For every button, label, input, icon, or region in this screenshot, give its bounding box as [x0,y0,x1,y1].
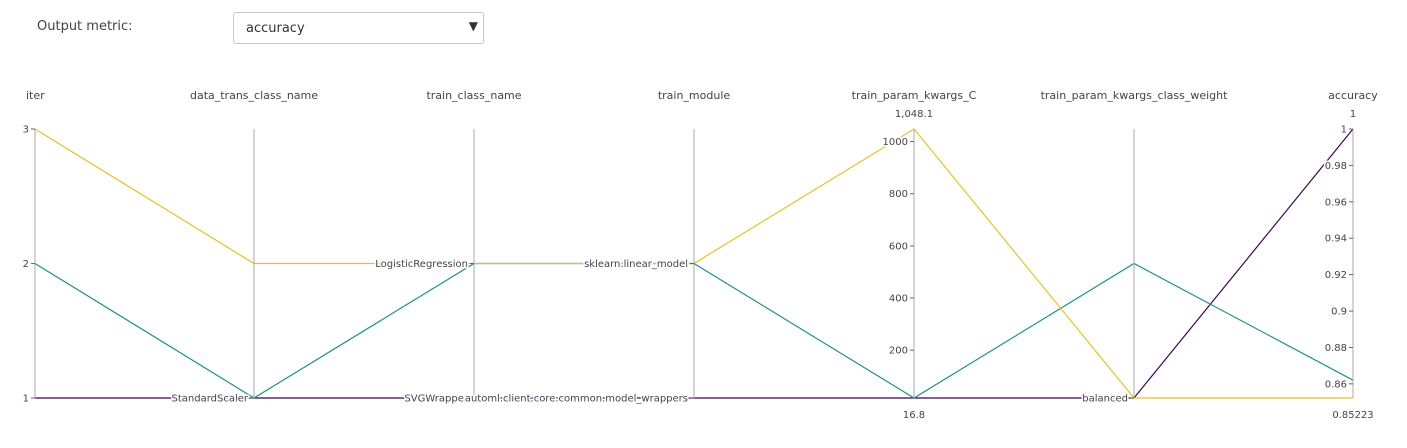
output-metric-label: Output metric: [37,19,133,34]
tick-label: 0.98 [1325,161,1347,172]
axis-min-label: 16.8 [903,410,925,421]
tick-label: StandardScaler [171,394,248,405]
axis-accuracy[interactable]: accuracy 0.86 0.88 0.9 0.92 0.94 0.96 0.98 11 0.8… [1323,89,1379,421]
axis-max-label: 1,048.1 [895,109,933,120]
tick-label: 0.9 [1331,307,1347,318]
output-metric-value: accuracy [246,21,305,36]
tick-label: 0.96 [1325,197,1347,208]
axis-train_module[interactable]: train_module automl.client.core.common.mo… [463,89,731,406]
tick-label: 1 [23,394,29,405]
axis-min-label: 0.85223 [1332,410,1373,421]
tick-label: 600 [889,241,908,252]
axis-title[interactable]: train_param_kwargs_C [852,89,977,102]
axis-title[interactable]: iter [26,89,45,102]
tick-label: 0.88 [1325,343,1347,354]
axis-title[interactable]: train_class_name [426,89,521,102]
axis-train_param_kwargs_C[interactable]: train_param_kwargs_C 200 400 600 800 1000 1,04… [852,89,977,421]
axis-train_class_name[interactable]: train_class_name SVGWrapper LogisticRegres… [374,89,522,406]
axis-title[interactable]: train_module [658,89,731,102]
axis-train_param_kwargs_class_weight[interactable]: train_param_kwargs_class_weight balanced [1041,89,1229,406]
axis-iter[interactable]: iter 1 2 3 [21,89,46,406]
tick-label: LogisticRegression [375,259,468,270]
tick-label: 0.92 [1325,270,1347,281]
tick-label: SVGWrapper [404,394,468,405]
tick-label: automl.client.core.common.model_wrappers [465,394,688,405]
tick-label: sklearn.linear_model [584,259,688,270]
axis-max-label: 1 [1350,109,1356,120]
tick-label: 2 [23,259,29,270]
chevron-down-icon: ▼ [468,19,478,33]
axis-title[interactable]: data_trans_class_name [190,89,318,102]
output-metric-select[interactable]: accuracy ▼ [233,12,484,44]
tick-label: 3 [23,125,29,136]
tick-label: 1 [1341,125,1347,136]
tick-label: 400 [889,294,908,305]
tick-label: 0.94 [1325,234,1347,245]
tick-label: balanced [1082,394,1128,405]
tick-label: 800 [889,189,908,200]
tick-label: 0.86 [1325,379,1347,390]
axis-data_trans_class_name[interactable]: data_trans_class_name StandardScaler [170,89,318,406]
axis-title[interactable]: train_param_kwargs_class_weight [1041,89,1229,102]
axis-title[interactable]: accuracy [1328,89,1378,102]
axes-layer: iter 1 2 3 data_trans_class_name StandardScal… [21,89,1379,421]
tick-label: 1000 [883,137,908,148]
tick-label: 200 [889,346,908,357]
